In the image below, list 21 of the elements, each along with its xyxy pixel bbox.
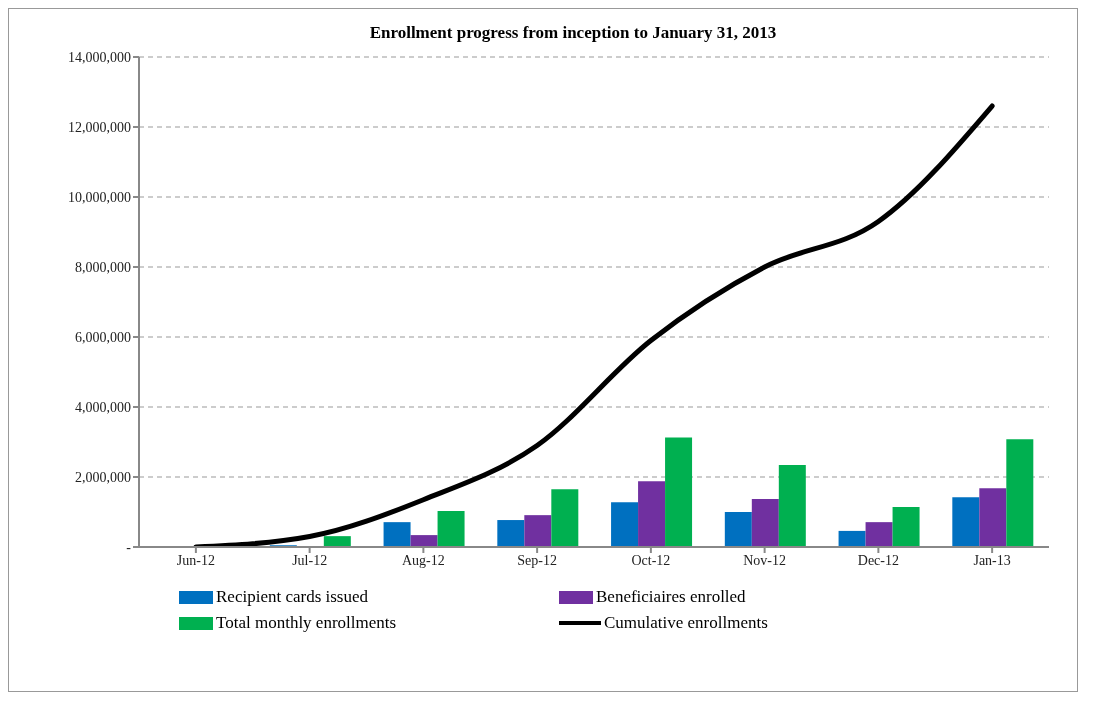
legend-label: Cumulative enrollments	[604, 613, 768, 633]
y-tick-label: 10,000,000	[68, 189, 131, 205]
legend-label: Recipient cards issued	[216, 587, 369, 607]
x-tick-label: Jan-13	[973, 552, 1011, 568]
y-tick-label: 12,000,000	[68, 119, 131, 135]
x-tick-label: Jun-12	[176, 552, 215, 568]
y-tick-label: -	[126, 539, 132, 555]
x-tick-label: Sep-12	[517, 552, 557, 568]
x-tick-label: Nov-12	[743, 552, 787, 568]
y-tick-label: 4,000,000	[75, 399, 131, 415]
legend-label: Beneficiaires enrolled	[596, 587, 746, 607]
y-tick-label: 14,000,000	[68, 49, 131, 65]
chart-title: Enrollment progress from inception to January 31, 2013	[368, 23, 778, 43]
legend-label: Total monthly enrollments	[216, 613, 397, 633]
y-tick-label: 6,000,000	[75, 329, 131, 345]
x-tick-label: Aug-12	[401, 552, 445, 568]
x-tick-label: Oct-12	[631, 552, 671, 568]
x-tick-label: Dec-12	[857, 552, 899, 568]
x-tick-label: Jul-12	[292, 552, 328, 568]
y-tick-label: 2,000,000	[75, 469, 131, 485]
y-tick-label: 8,000,000	[75, 259, 131, 275]
